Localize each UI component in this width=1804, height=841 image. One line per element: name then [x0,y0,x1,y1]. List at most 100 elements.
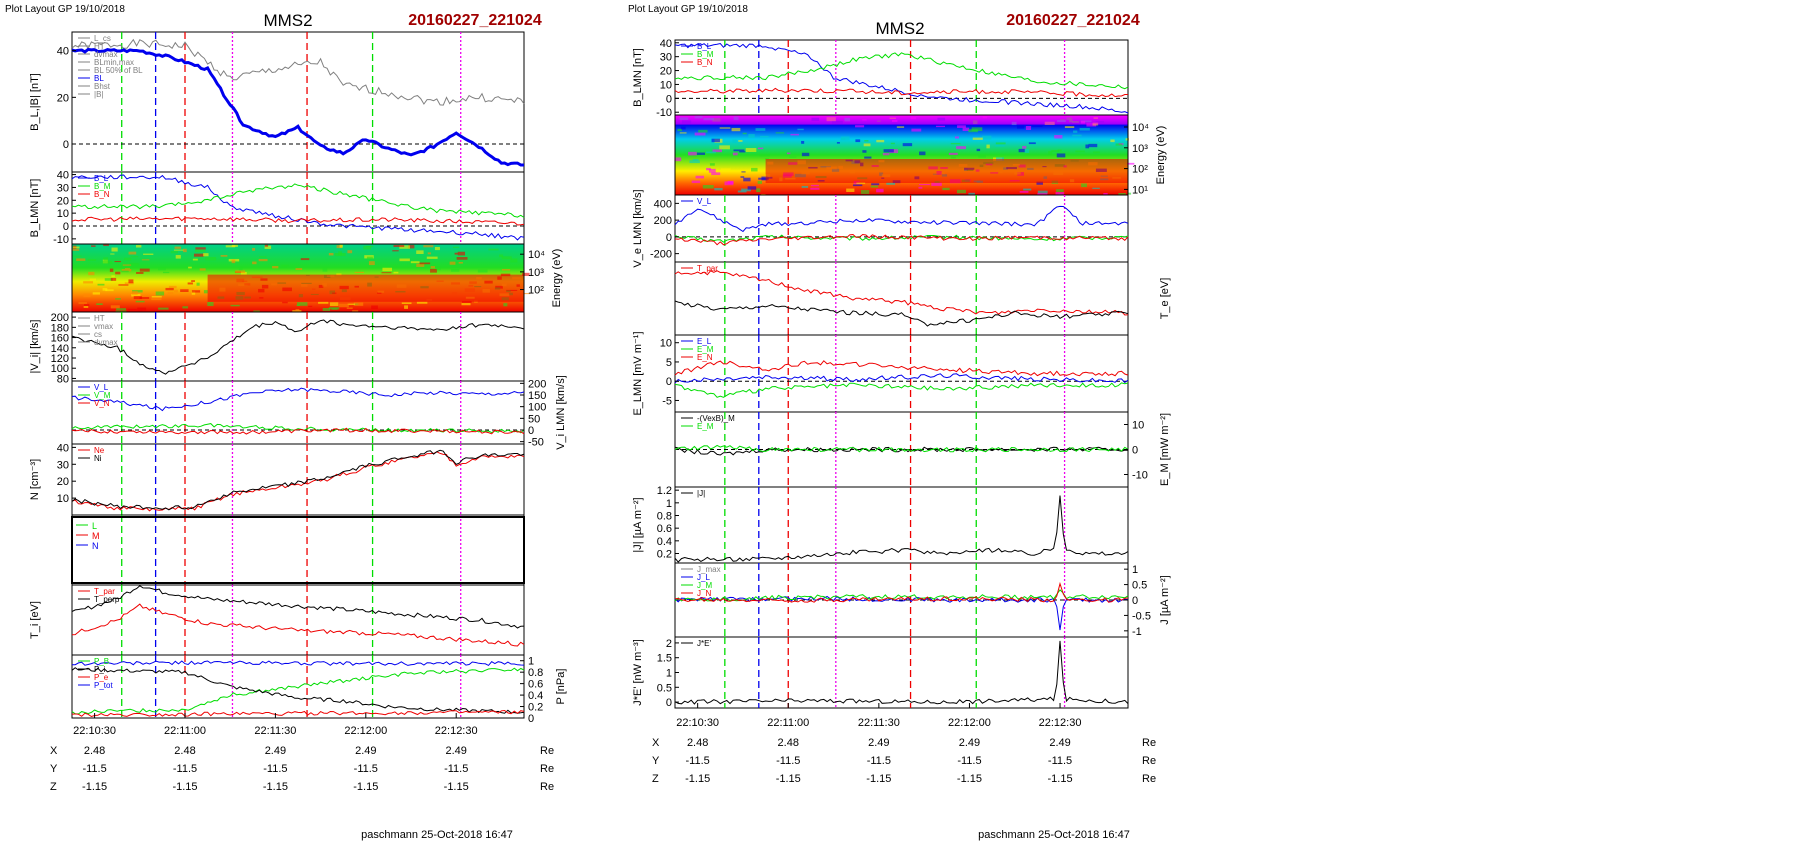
series-line [674,444,1129,453]
y-tick-label: 0 [1132,595,1138,607]
spectrogram-texture [714,187,723,191]
spectrogram-texture [116,308,127,311]
spectrogram-texture [191,291,196,295]
spectrogram-texture [83,293,91,298]
y-tick-label: 0 [63,139,69,151]
spectrogram-texture [743,177,751,182]
spectrogram-texture [883,149,894,153]
spectrogram-texture [155,291,165,296]
series-line [674,360,1129,377]
spectrogram-texture [393,271,399,274]
spectrogram-texture [203,290,208,294]
x-tick-label: 22:10:30 [676,717,719,729]
spectrogram-texture [1019,191,1029,193]
spectrogram-texture [430,266,435,269]
orbit-value: -1.15 [1048,773,1073,785]
y-tick-label: 1 [1132,564,1138,576]
spectrogram-texture [458,262,463,264]
spectrogram-texture [347,250,353,254]
spectrogram-texture [688,151,697,156]
spectrogram-texture [328,307,340,310]
y-axis-label: J [µA m⁻²] [1159,575,1171,624]
right-event: 20160227_221024 [1006,12,1140,29]
spectrogram-texture [114,261,121,263]
spectrogram-texture [416,301,428,304]
spectrogram-texture [1088,143,1098,148]
spectrogram-texture [846,188,855,192]
spectrogram-texture [410,261,420,264]
spectrogram-band [675,115,1128,125]
y-tick-label: 140 [51,343,69,355]
spectrogram-texture [203,253,209,257]
spectrogram-texture [702,185,714,189]
y-tick-label: 2 [666,638,672,650]
orbit-value: -11.5 [1048,755,1072,767]
right-panel-8: 0 0.5 1 1.5 2 J*E' [nW m⁻³] J*E' [632,636,1129,709]
legend-label: |B| [94,90,104,99]
legend-label: J_M [697,581,712,590]
spectrogram-texture [353,302,364,306]
spectrogram-texture [191,290,201,293]
spectrogram-texture [461,303,471,306]
spectrogram-texture [419,262,431,265]
spectrogram-texture [399,258,410,262]
series-line [674,373,1129,384]
orbit-value: -1.15 [685,773,710,785]
spectrogram-texture [840,136,850,141]
spectrogram-texture [231,259,236,264]
spectrogram-texture [680,126,686,130]
spectrogram-texture [295,268,303,271]
y-axis-label: |V_i| [km/s] [29,319,41,373]
y-tick-label: 200 [528,378,546,390]
spectrogram-texture [696,152,706,155]
series-line [71,183,525,218]
spectrogram-texture [139,297,150,299]
spectrogram-texture [104,278,113,281]
orbit-value: -1.15 [444,781,469,793]
spectrogram-texture [72,248,80,251]
spectrogram-texture [1024,148,1030,153]
spectrogram-texture [354,271,365,273]
spectrogram-texture [105,289,114,292]
spectrogram-texture [956,189,966,194]
spectrogram-texture [810,184,819,187]
spectrogram-texture [318,301,329,304]
y-tick-label: 0.5 [1132,580,1147,592]
y-tick-label: 0 [1132,445,1138,457]
spectrogram-texture [135,300,145,303]
spectrogram-texture [855,125,865,128]
legend-label: T_perp [94,595,120,604]
right-panel-6: 0.20.40.60.811.2 |J| [µA m⁻²] |J| [632,485,1129,564]
spectrogram-texture [329,302,339,307]
spectrogram-texture [745,148,757,152]
spectrogram-texture [954,136,959,139]
x-tick-label: 22:12:00 [344,725,387,737]
spectrogram-texture [264,244,269,247]
orbit-value: -1.15 [776,773,801,785]
legend-label: -(VexB)_M [697,414,735,423]
spectrogram-texture [220,255,228,257]
y-axis-label: T_i [eV] [29,601,41,639]
spectrogram-texture [864,156,872,159]
spectrogram-texture [1057,149,1062,152]
spectrogram-texture [381,272,392,274]
spectrogram-texture [1055,192,1065,196]
orbit-unit: Re [540,781,554,793]
y-tick-label: 150 [528,390,546,402]
spectrogram-texture [128,279,134,284]
spectrogram-texture [477,269,488,273]
spectrogram-texture [775,132,785,134]
legend-label: cs [94,330,102,339]
orbit-value: 2.49 [445,745,466,757]
spectrogram-texture [393,244,405,248]
spectrogram-texture [461,301,472,304]
spectrogram-texture [174,289,178,293]
spectrogram-texture [1016,125,1025,129]
spectrogram-texture [755,128,766,131]
y-tick-label: 10³ [1132,143,1148,155]
legend-label: B_M [697,50,714,59]
y-axis-label: T_e [eV] [1159,278,1171,320]
spectrogram-texture [1073,130,1078,133]
spectrogram-texture [282,301,288,304]
spectrogram-texture [747,186,757,190]
